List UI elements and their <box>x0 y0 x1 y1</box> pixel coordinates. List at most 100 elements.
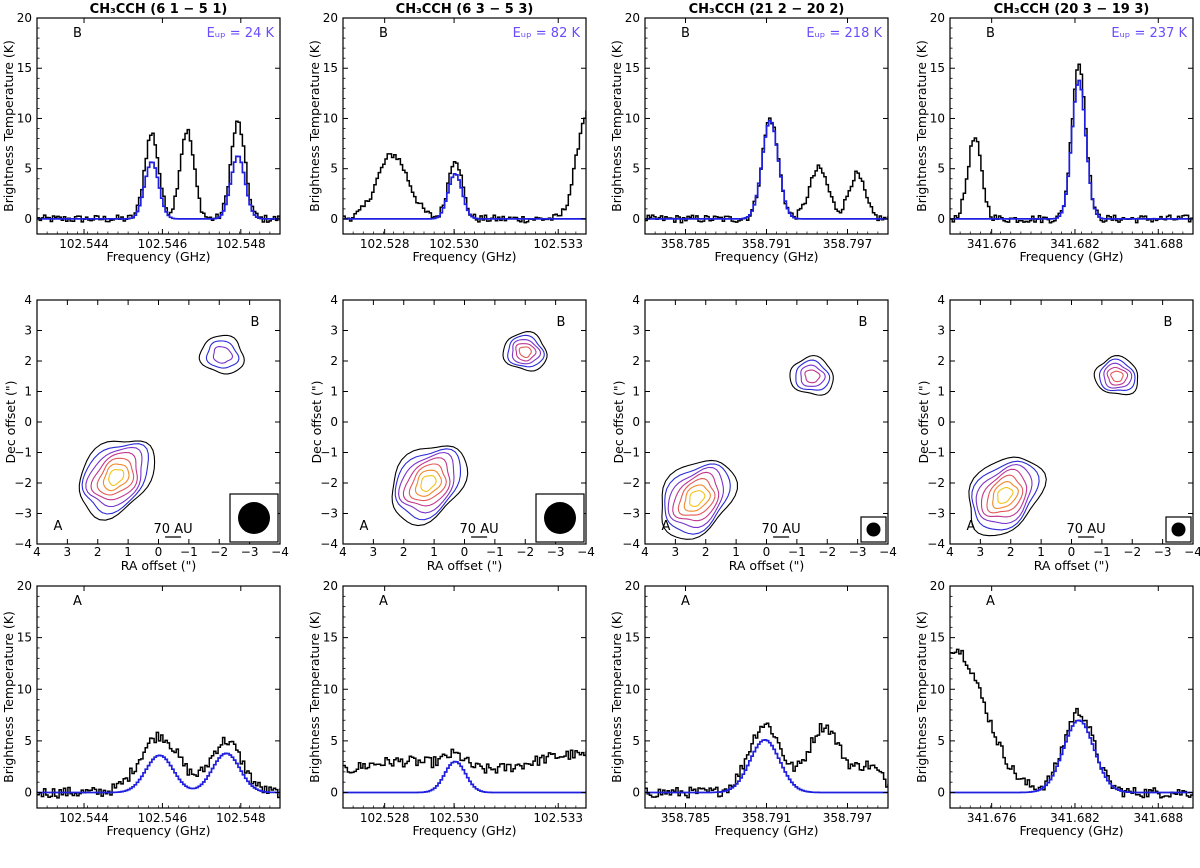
map-1-xtick-label: 4 <box>33 545 41 559</box>
spectrum-B-4-ylabel: Brightness Temperature (K) <box>914 40 929 212</box>
map-3-xtick-label: −3 <box>849 545 867 559</box>
map-1-contour-A <box>102 463 130 492</box>
spectrum-B-2-group <box>342 17 587 235</box>
spectrum-B-2-ytick-label: 0 <box>330 212 338 226</box>
map-1-xtick-label: −4 <box>271 545 289 559</box>
spectrum-A-3-ytick-label: 15 <box>625 631 640 645</box>
map-3-contour-A <box>672 471 720 522</box>
spectrum-B-2-xtick-label: 102.533 <box>533 237 583 251</box>
spectrum-A-3-xlabel: Frequency (GHz) <box>715 823 819 838</box>
map-4-contour-A <box>968 456 1047 537</box>
spectrum-B-4-xtick-label: 341.688 <box>1133 237 1183 251</box>
map-1-ytick-label: 1 <box>24 385 32 399</box>
map-4-ytick-label: −1 <box>927 446 945 460</box>
spectrum-B-2-ytick-label: 10 <box>323 111 338 125</box>
map-1-ytick-label: 3 <box>24 324 32 338</box>
spectrum-B-4-title: CH₃CCH (20 3 − 19 3) <box>994 2 1150 17</box>
map-4-ytick-label: −2 <box>927 476 945 490</box>
spectrum-B-3-ylabel: Brightness Temperature (K) <box>609 40 624 212</box>
map-2-xtick-label: −2 <box>516 545 534 559</box>
spectrum-A-2-model-line <box>343 760 586 794</box>
map-3-xtick-label: −2 <box>818 545 836 559</box>
map-4-source-a-label: A <box>967 519 976 534</box>
map-1-contour-B <box>205 340 240 369</box>
map-2-ytick-label: 0 <box>330 415 338 429</box>
spectrum-A-2-observed-line <box>343 748 586 774</box>
map-2-ytick-label: 1 <box>330 385 338 399</box>
map-1-contour-A <box>96 457 135 496</box>
spectrum-B-2-source-label: B <box>379 26 388 41</box>
map-2-xtick-label: −1 <box>486 545 504 559</box>
map-3-ytick-label: 0 <box>632 415 640 429</box>
spectrum-A-4-xtick-label: 341.682 <box>1050 811 1100 825</box>
map-1-ytick-label: −1 <box>14 446 32 460</box>
map-3-frame <box>644 299 889 545</box>
map-4-ytick-label: 1 <box>937 385 945 399</box>
spectrum-A-2-ytick-label: 10 <box>323 682 338 696</box>
spectrum-B-2-title: CH₃CCH (6 3 − 5 3) <box>396 2 534 17</box>
map-2-ytick-label: 4 <box>330 293 338 307</box>
spectrum-B-3-model-line <box>645 119 888 220</box>
spectrum-A-3-model-line <box>645 739 888 794</box>
spectrum-A-3-ytick-label: 20 <box>625 579 640 593</box>
map-4-contour-B <box>1110 370 1124 383</box>
map-3-contour-B <box>789 354 834 396</box>
map-4-ytick-label: 3 <box>937 324 945 338</box>
map-3-contour-A <box>661 459 738 540</box>
map-3-ytick-label: −1 <box>622 446 640 460</box>
map-1-xtick-label: −2 <box>210 545 228 559</box>
spectrum-A-4-ylabel: Brightness Temperature (K) <box>914 611 929 783</box>
spectrum-B-2-observed-line <box>343 110 586 224</box>
map-3-ytick-label: −4 <box>622 537 640 551</box>
map-3-xtick-label: 1 <box>732 545 740 559</box>
spectrum-B-2-ytick-label: 20 <box>323 11 338 25</box>
spectrum-A-3-xtick-label: 358.785 <box>661 811 711 825</box>
spectrum-A-4-ytick-label: 0 <box>937 786 945 800</box>
spectrum-A-4-ytick-label: 5 <box>937 734 945 748</box>
spectrum-A-1-xtick-label: 102.548 <box>216 811 266 825</box>
spectrum-A-3-ytick-label: 10 <box>625 682 640 696</box>
map-4-xtick-label: −1 <box>1093 545 1111 559</box>
map-4-ytick-label: 2 <box>937 354 945 368</box>
map-2-beam <box>544 502 576 534</box>
map-1-source-a-label: A <box>54 519 63 534</box>
spectrum-A-2-group <box>342 585 587 809</box>
map-3-contour-A <box>667 466 724 528</box>
spectrum-A-4-model-line <box>950 719 1193 794</box>
map-4-xtick-label: 2 <box>1007 545 1015 559</box>
map-1-ytick-label: −3 <box>14 507 32 521</box>
spectrum-B-2-xtick-label: 102.528 <box>360 237 410 251</box>
map-4-ylabel: Dec offset (") <box>916 380 931 463</box>
spectrum-A-4-xtick-label: 341.688 <box>1133 811 1183 825</box>
map-2-contour-A <box>391 445 469 527</box>
spectrum-B-3-source-label: B <box>681 26 690 41</box>
spectrum-B-3-title: CH₃CCH (21 2 − 20 2) <box>689 2 845 17</box>
map-3-ytick-label: 4 <box>632 293 640 307</box>
map-4-xtick-label: 4 <box>946 545 954 559</box>
spectrum-A-2-xtick-label: 102.530 <box>429 811 479 825</box>
map-4-beam <box>1171 522 1186 537</box>
map-1-xtick-label: −3 <box>241 545 259 559</box>
spectrum-A-2-xlabel: Frequency (GHz) <box>413 823 517 838</box>
map-4-xtick-label: 1 <box>1037 545 1045 559</box>
map-4-frame <box>949 299 1194 545</box>
spectrum-A-2-xtick-label: 102.528 <box>360 811 410 825</box>
spectrum-A-1-xtick-label: 102.546 <box>138 811 188 825</box>
map-3-contour-B <box>795 359 831 391</box>
map-4-source-b-label: B <box>1164 315 1173 330</box>
spectrum-B-1-xlabel: Frequency (GHz) <box>107 249 211 264</box>
map-3-scale-label: 70 AU <box>762 522 801 537</box>
map-2-source-a-label: A <box>360 519 369 534</box>
spectrum-B-3-xlabel: Frequency (GHz) <box>715 249 819 264</box>
map-4-contour-A <box>992 481 1019 510</box>
spectrum-A-2-frame <box>342 585 587 809</box>
spectrum-B-2-eup: Eᵤₚ = 82 K <box>513 26 581 41</box>
map-2-contour-A <box>420 475 437 493</box>
map-3-contour-A <box>664 463 731 535</box>
map-2-contour-A <box>414 469 443 497</box>
spectrum-B-4-source-label: B <box>986 26 995 41</box>
spectrum-A-1-model-line <box>37 752 280 794</box>
spectrum-A-3-xtick-label: 358.791 <box>742 811 792 825</box>
map-4-contour-B <box>1103 362 1133 389</box>
spectrum-A-2-source-label: A <box>379 594 388 609</box>
